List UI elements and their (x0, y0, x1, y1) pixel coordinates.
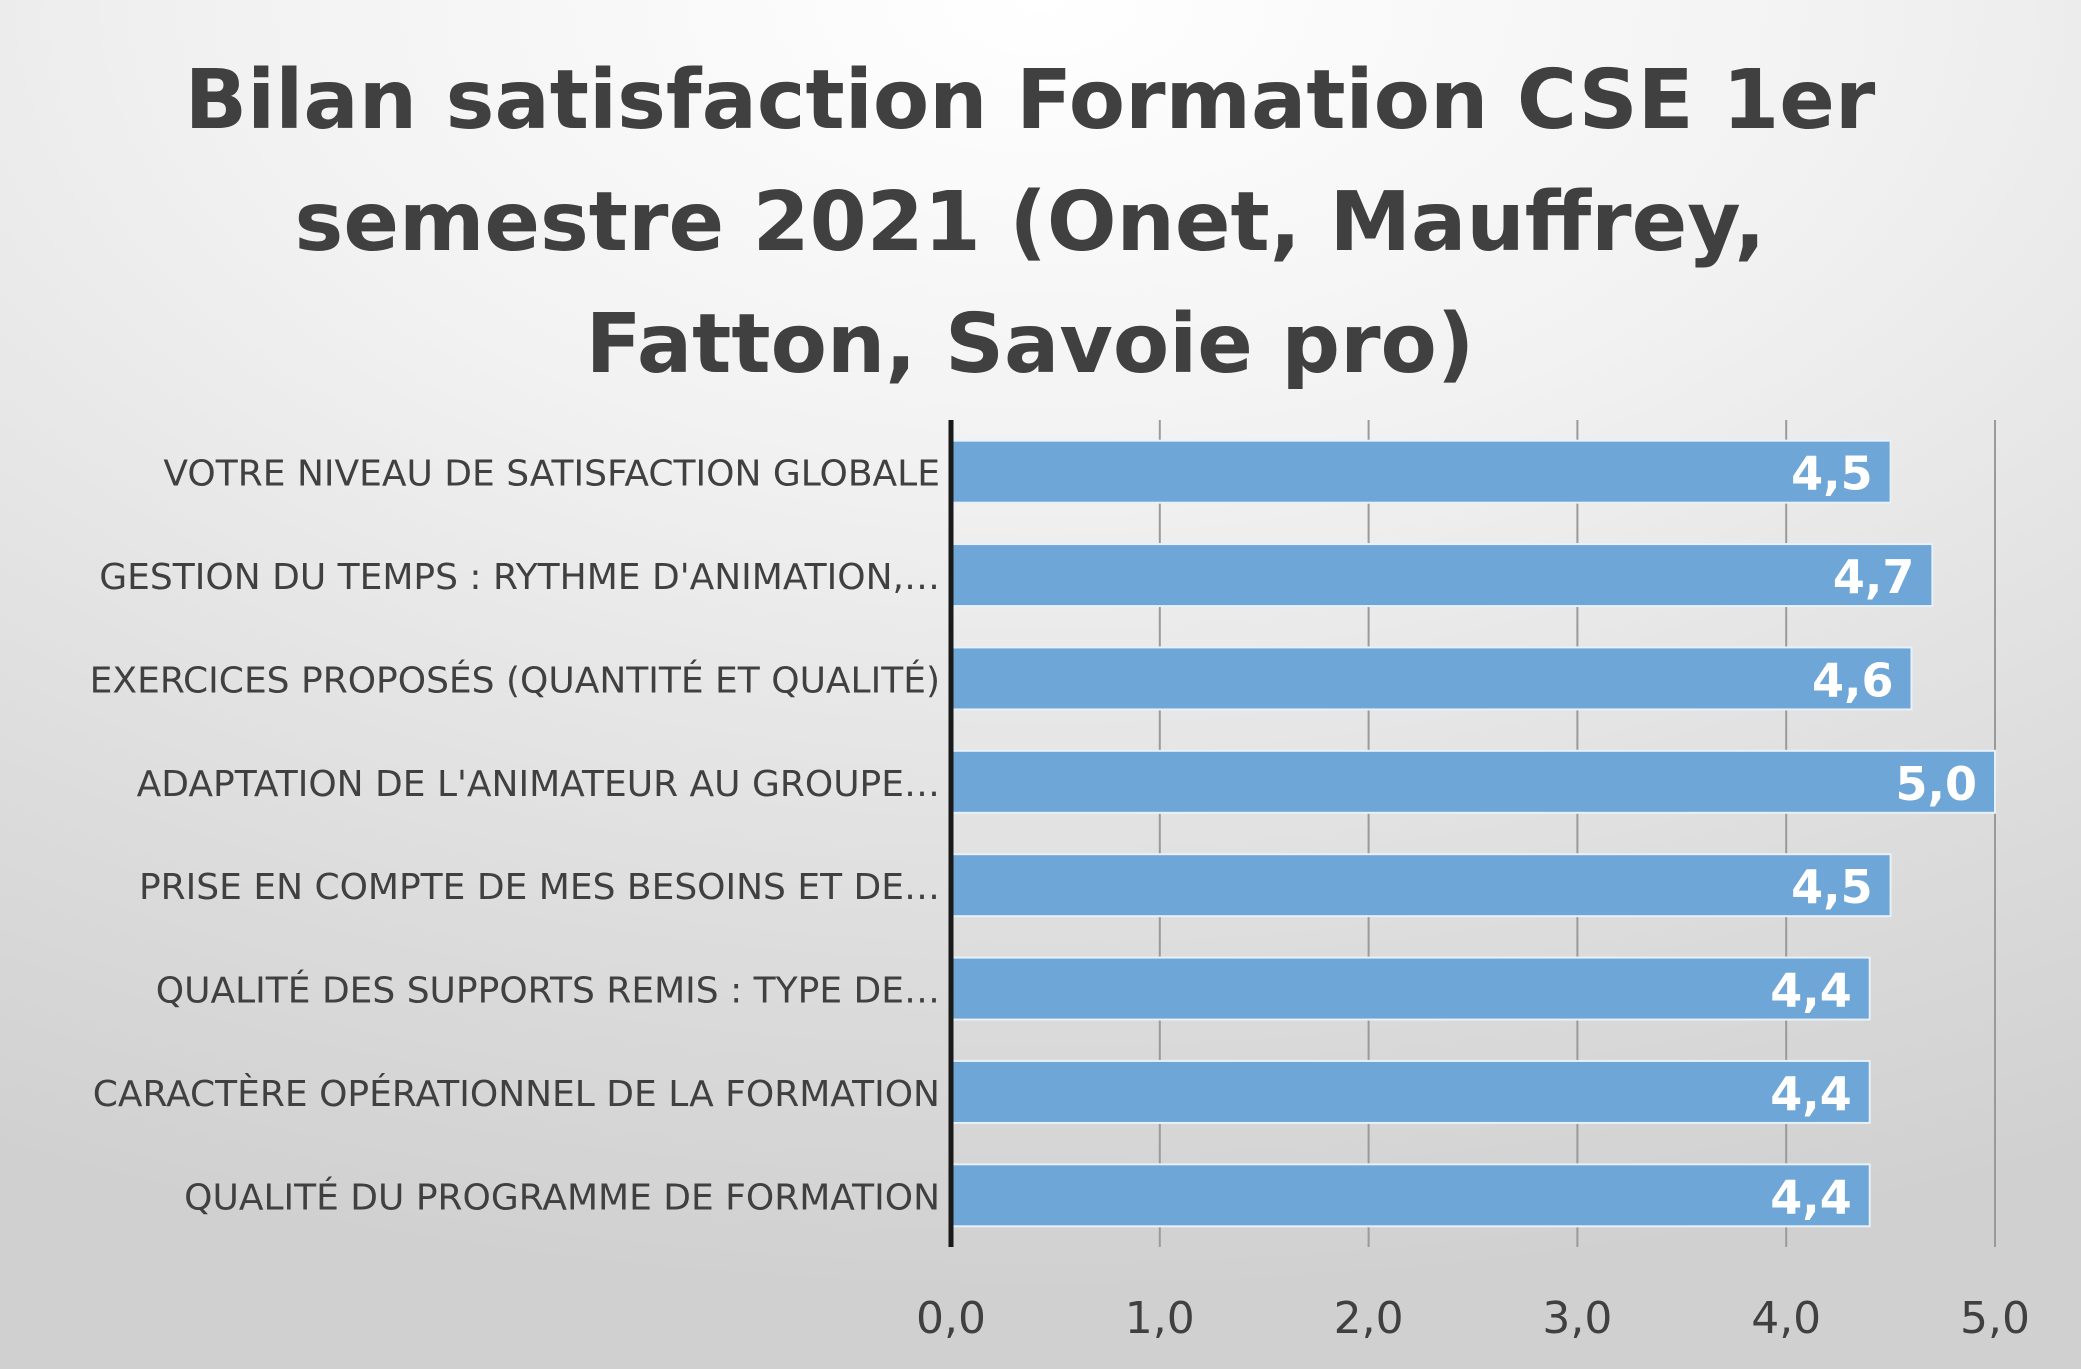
category-label: EXERCICES PROPOSÉS (QUANTITÉ ET QUALITÉ) (90, 659, 940, 701)
data-label: 4,4 (1770, 1170, 1852, 1224)
data-label: 5,0 (1896, 757, 1978, 811)
x-tick-label: 3,0 (1542, 1293, 1612, 1344)
category-label: CARACTÈRE OPÉRATIONNEL DE LA FORMATION (93, 1073, 940, 1115)
data-label: 4,5 (1791, 860, 1873, 914)
x-tick-label: 1,0 (1125, 1293, 1195, 1344)
data-label: 4,4 (1770, 1067, 1852, 1121)
category-label: QUALITÉ DU PROGRAMME DE FORMATION (184, 1176, 940, 1218)
bar (950, 439, 1892, 504)
data-label: 4,7 (1833, 550, 1915, 604)
bar (950, 749, 1996, 814)
chart-title: Bilan satisfaction Formation CSE 1er sem… (184, 53, 1876, 392)
x-tick-label: 2,0 (1334, 1293, 1404, 1344)
data-label: 4,5 (1791, 447, 1873, 501)
category-label: ADAPTATION DE L'ANIMATEUR AU GROUPE… (137, 764, 940, 805)
category-label: PRISE EN COMPTE DE MES BESOINS ET DE… (139, 867, 940, 908)
x-tick-label: 0,0 (916, 1293, 986, 1344)
x-tick-label: 5,0 (1960, 1293, 2030, 1344)
bar (950, 853, 1892, 918)
bar (950, 543, 1934, 608)
bar (950, 1163, 1871, 1228)
bar (950, 956, 1871, 1021)
bar (950, 1059, 1871, 1124)
category-label: QUALITÉ DES SUPPORTS REMIS : TYPE DE… (156, 970, 940, 1012)
category-label: GESTION DU TEMPS : RYTHME D'ANIMATION,… (99, 557, 940, 598)
data-label: 4,6 (1812, 653, 1894, 707)
data-label: 4,4 (1770, 964, 1852, 1018)
x-tick-label: 4,0 (1751, 1293, 1821, 1344)
category-label: VOTRE NIVEAU DE SATISFACTION GLOBALE (163, 454, 940, 495)
bar (950, 646, 1913, 711)
